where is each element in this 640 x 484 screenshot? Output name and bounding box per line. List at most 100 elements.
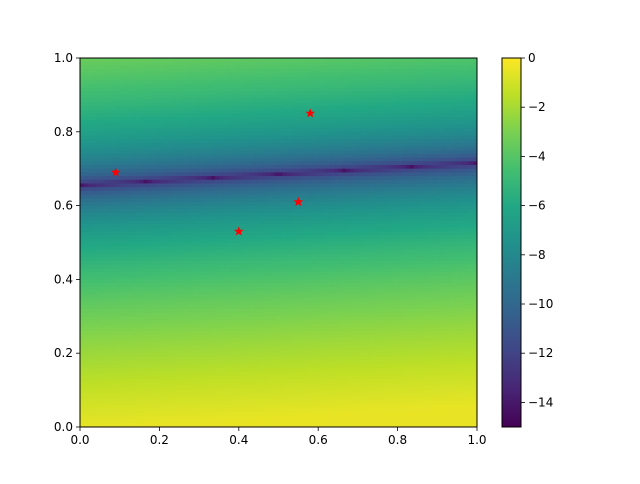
heat-cell — [342, 120, 347, 125]
heat-cell — [211, 146, 216, 151]
heat-cell — [107, 231, 113, 236]
heat-cell — [175, 176, 180, 181]
heat-cell — [230, 176, 236, 181]
heat-cell — [302, 161, 307, 166]
heat-cell — [473, 231, 477, 236]
heat-cell — [183, 87, 188, 92]
heat-cell — [207, 135, 212, 140]
heat-cell — [226, 113, 232, 118]
heat-cell — [131, 113, 136, 118]
heat-cell — [143, 205, 148, 210]
heat-cell — [353, 176, 359, 181]
heat-cell — [230, 231, 236, 236]
heat-cell — [123, 238, 129, 243]
heat-cell — [234, 87, 240, 92]
heat-cell — [473, 157, 477, 162]
heat-cell — [413, 69, 418, 74]
heat-cell — [258, 87, 264, 92]
heat-cell — [365, 146, 371, 151]
heat-cell — [155, 131, 160, 136]
heat-cell — [199, 69, 204, 74]
heat-cell — [365, 135, 371, 140]
heat-cell — [298, 146, 303, 151]
heat-cell — [357, 165, 363, 170]
heat-cell — [449, 83, 454, 88]
heat-cell — [218, 83, 224, 88]
heat-cell — [119, 146, 125, 151]
heat-cell — [290, 76, 295, 81]
heat-cell — [445, 124, 450, 129]
heat-cell — [95, 131, 101, 136]
heat-cell — [409, 83, 414, 88]
heat-cell — [286, 227, 291, 232]
heat-cell — [342, 94, 347, 99]
heat-cell — [353, 201, 359, 206]
heat-cell — [115, 113, 121, 118]
heat-cell — [473, 120, 477, 125]
heat-cell — [175, 194, 180, 199]
heat-cell — [242, 165, 248, 170]
heat-cell — [294, 124, 299, 129]
heat-cell — [199, 220, 204, 225]
heat-cell — [218, 157, 224, 162]
heat-cell — [199, 98, 204, 103]
heat-cell — [306, 69, 311, 74]
heat-cell — [155, 61, 160, 66]
heat-cell — [282, 224, 287, 229]
heat-cell — [99, 131, 105, 136]
heat-cell — [469, 165, 474, 170]
heat-cell — [389, 165, 395, 170]
heat-cell — [95, 61, 101, 66]
heat-cell — [211, 235, 216, 240]
heat-cell — [211, 117, 216, 122]
heat-cell — [230, 209, 236, 214]
heat-cell — [266, 157, 271, 162]
heat-cell — [429, 113, 434, 118]
heat-cell — [254, 124, 260, 129]
heat-cell — [397, 235, 402, 240]
heat-cell — [302, 187, 307, 192]
heat-cell — [195, 238, 200, 243]
heat-cell — [473, 139, 477, 144]
heat-cell — [385, 176, 391, 181]
heat-cell — [127, 120, 133, 125]
heat-cell — [214, 61, 220, 66]
heat-cell — [381, 124, 387, 129]
heat-cell — [250, 105, 256, 111]
heat-cell — [413, 135, 418, 140]
heat-cell — [282, 113, 287, 118]
heat-cell — [473, 153, 477, 159]
heat-cell — [405, 102, 410, 107]
heat-cell — [195, 227, 200, 232]
heat-cell — [310, 201, 315, 206]
heat-cell — [254, 235, 260, 240]
heat-cell — [258, 61, 264, 66]
heat-cell — [274, 87, 279, 92]
heat-cell — [91, 102, 97, 107]
heat-cell — [83, 131, 89, 136]
heat-cell — [286, 194, 291, 199]
heat-cell — [445, 172, 450, 177]
heat-cell — [95, 150, 101, 155]
heat-cell — [187, 190, 192, 195]
heat-cell — [409, 102, 414, 107]
heat-cell — [294, 94, 299, 99]
heat-cell — [302, 194, 307, 199]
heat-cell — [183, 72, 188, 77]
heat-cell — [99, 179, 105, 184]
heat-cell — [417, 209, 422, 214]
heat-cell — [286, 120, 291, 125]
heat-cell — [143, 58, 148, 63]
heat-cell — [330, 150, 335, 155]
heat-cell — [195, 224, 200, 229]
heat-cell — [314, 131, 319, 136]
heat-cell — [135, 238, 140, 243]
heat-cell — [171, 65, 176, 70]
heat-cell — [401, 105, 406, 111]
heat-cell — [270, 212, 275, 218]
heat-cell — [441, 120, 446, 125]
heat-cell — [298, 205, 303, 210]
heat-cell — [345, 216, 351, 221]
heat-cell — [298, 227, 303, 232]
heat-cell — [270, 58, 275, 63]
